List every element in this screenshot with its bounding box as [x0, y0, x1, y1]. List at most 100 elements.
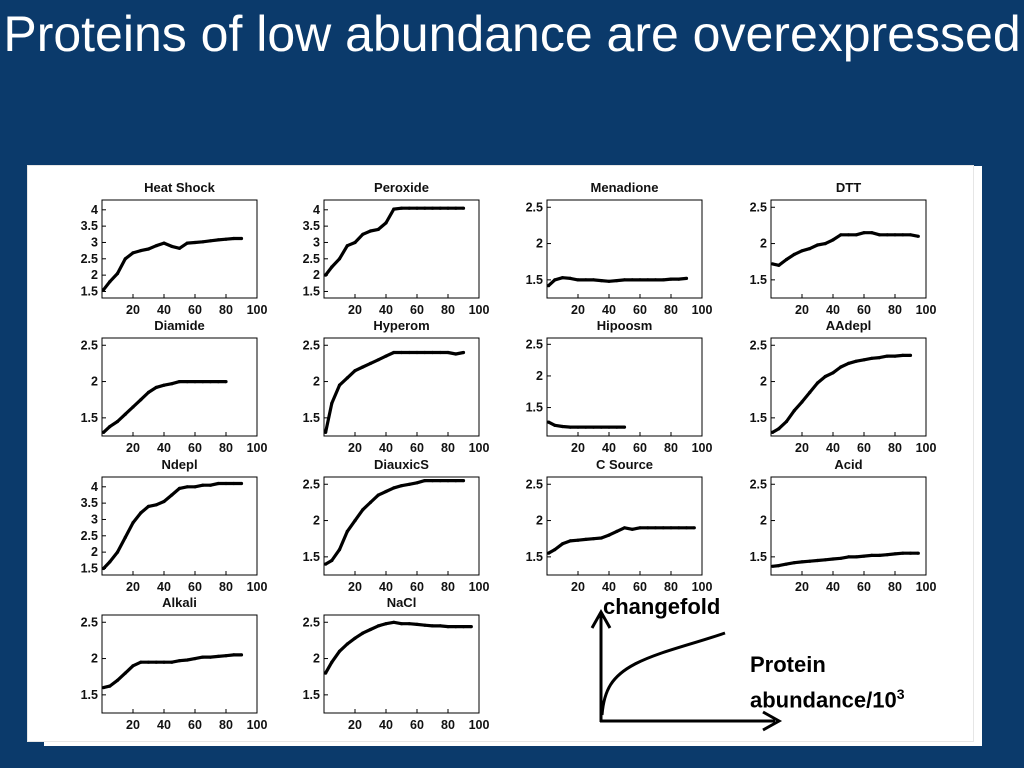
- x-tick-label: 60: [188, 580, 202, 594]
- data-point: [232, 653, 236, 657]
- data-point: [131, 521, 135, 525]
- chart-title: Ndepl: [161, 457, 197, 472]
- data-point: [368, 361, 373, 365]
- y-tick-label: 2.5: [81, 529, 98, 543]
- y-tick-label: 3.5: [303, 219, 320, 233]
- inset-x-label-exponent: 3: [896, 686, 905, 702]
- data-point: [239, 653, 244, 657]
- x-tick-label: 40: [379, 718, 393, 732]
- data-point: [784, 257, 789, 262]
- data-point: [800, 249, 804, 253]
- x-tick-label: 40: [602, 303, 616, 317]
- data-point: [646, 278, 650, 282]
- data-point: [376, 227, 380, 231]
- data-point: [232, 481, 236, 486]
- x-tick-label: 80: [441, 580, 455, 594]
- x-tick-label: 20: [126, 303, 140, 317]
- data-point: [446, 479, 450, 483]
- y-tick-label: 1.5: [303, 284, 320, 298]
- data-point: [407, 622, 411, 626]
- data-point: [770, 564, 775, 568]
- data-point: [646, 526, 650, 530]
- data-point: [622, 278, 627, 282]
- data-point: [232, 236, 236, 241]
- plot-frame: [546, 476, 703, 576]
- x-tick-label: 60: [633, 441, 647, 455]
- data-point: [684, 276, 689, 280]
- chart-title: DTT: [836, 180, 861, 195]
- x-tick-label: 60: [633, 580, 647, 594]
- x-tick-label: 80: [219, 441, 233, 455]
- data-point: [576, 278, 580, 282]
- x-tick-label: 60: [410, 303, 424, 317]
- data-point: [862, 231, 866, 235]
- data-point: [854, 359, 858, 363]
- chart-title: NaCl: [387, 595, 417, 610]
- x-tick-label: 100: [469, 303, 490, 317]
- data-point: [599, 536, 603, 540]
- x-tick-label: 60: [857, 441, 871, 455]
- y-tick-label: 1.5: [81, 411, 98, 425]
- data-point: [800, 560, 804, 564]
- data-point: [584, 425, 588, 429]
- data-point: [216, 238, 220, 242]
- data-point: [392, 620, 396, 624]
- chart-title: Alkali: [162, 595, 197, 610]
- x-tick-label: 80: [664, 303, 678, 317]
- x-tick-label: 80: [888, 580, 902, 594]
- x-tick-label: 100: [692, 580, 713, 594]
- data-point: [170, 382, 174, 386]
- x-tick-label: 20: [795, 303, 809, 317]
- chart-title: Acid: [834, 457, 862, 472]
- data-point: [170, 660, 174, 664]
- chart-title: C Source: [596, 457, 653, 472]
- data-point: [193, 380, 197, 384]
- inset-y-arrowhead: [590, 608, 612, 629]
- x-tick-label: 60: [633, 303, 647, 317]
- data-point: [407, 206, 411, 210]
- data-point: [893, 552, 897, 556]
- data-point: [615, 279, 619, 283]
- data-point: [576, 425, 580, 429]
- data-point: [185, 658, 189, 662]
- data-point: [446, 625, 450, 629]
- data-point: [792, 409, 796, 413]
- data-point: [239, 481, 244, 486]
- data-point: [908, 551, 913, 555]
- data-point: [599, 425, 603, 429]
- plot-frame: [546, 199, 703, 299]
- x-tick-label: 40: [602, 580, 616, 594]
- data-point: [139, 660, 143, 664]
- y-tick-label: 2: [313, 268, 320, 282]
- data-point: [154, 244, 158, 248]
- x-tick-label: 80: [664, 441, 678, 455]
- data-point: [901, 551, 905, 555]
- y-tick-label: 2.5: [303, 338, 320, 352]
- y-tick-label: 1.5: [81, 284, 98, 298]
- data-point: [115, 271, 120, 276]
- x-tick-label: 100: [247, 303, 268, 317]
- x-tick-label: 60: [410, 441, 424, 455]
- data-point: [823, 374, 827, 379]
- y-tick-label: 1.5: [526, 273, 543, 287]
- y-tick-label: 2.5: [81, 252, 98, 266]
- data-point: [770, 262, 775, 266]
- data-point: [201, 655, 205, 659]
- inset-x-label-text: abundance/10: [750, 687, 897, 713]
- data-point: [661, 526, 665, 530]
- x-tick-label: 40: [379, 303, 393, 317]
- data-point: [185, 241, 189, 245]
- data-point: [461, 625, 466, 629]
- data-point: [146, 247, 151, 251]
- data-point: [399, 206, 404, 210]
- data-point: [430, 624, 435, 628]
- data-point: [337, 257, 342, 261]
- data-point: [430, 206, 435, 210]
- data-point: [101, 430, 106, 434]
- y-tick-label: 3.5: [81, 219, 98, 233]
- data-point: [361, 365, 365, 369]
- y-tick-label: 1.5: [303, 411, 320, 425]
- data-point: [423, 623, 427, 627]
- data-point: [615, 529, 619, 534]
- data-point: [123, 671, 127, 675]
